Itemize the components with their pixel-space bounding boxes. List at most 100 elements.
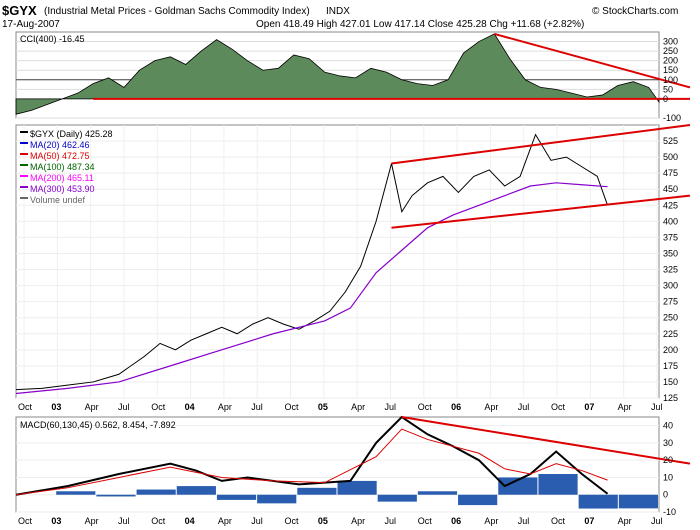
macd-histogram-bar	[216, 494, 257, 500]
price-tick-label: 475	[663, 168, 678, 178]
macd-histogram-bar	[56, 491, 96, 495]
price-x-label: Jul	[651, 402, 663, 412]
macd-x-label: 05	[318, 516, 328, 526]
cci-tick-label: 100	[663, 75, 678, 85]
macd-x-label: Apr	[484, 516, 498, 526]
macd-x-label: Apr	[351, 516, 365, 526]
cci-title: CCI(400) -16.45	[20, 34, 85, 44]
macd-x-label: 03	[51, 516, 61, 526]
macd-x-label: 04	[185, 516, 195, 526]
price-tick-label: 225	[663, 329, 678, 339]
macd-x-label: Apr	[218, 516, 232, 526]
cci-series	[15, 32, 691, 115]
macd-x-label: Oct	[551, 516, 566, 526]
legend-swatch	[20, 197, 28, 199]
macd-tick-label: 20	[663, 455, 673, 465]
price-x-label: Apr	[85, 402, 99, 412]
price-x-label: Jul	[384, 402, 396, 412]
price-x-label: 07	[584, 402, 594, 412]
macd-histogram-bar	[618, 494, 658, 509]
macd-x-label: Oct	[18, 516, 33, 526]
macd-x-label: Oct	[151, 516, 166, 526]
price-x-label: Oct	[418, 402, 433, 412]
price-line-$GYX	[15, 133, 609, 391]
price-panel	[15, 124, 660, 399]
macd-line-Signal	[15, 428, 608, 496]
macd-title: MACD(60,130,45) 0.562, 8.454, -7.892	[20, 420, 176, 430]
cci-area	[15, 33, 660, 115]
price-x-label: Oct	[151, 402, 166, 412]
macd-tick-label: 30	[663, 438, 673, 448]
macd-trendline	[401, 416, 691, 465]
macd-tick-label: -10	[663, 507, 676, 517]
macd-histogram-bar	[297, 487, 337, 495]
macd-x-label: Apr	[85, 516, 99, 526]
description: (Industrial Metal Prices - Goldman Sachs…	[44, 6, 310, 17]
cci-tick-label: 300	[663, 37, 678, 47]
price-tick-label: 125	[663, 393, 678, 403]
macd-histogram-bar	[538, 474, 578, 495]
gridlines	[16, 41, 659, 513]
price-x-label: Jul	[518, 402, 530, 412]
macd-x-label: Jul	[118, 516, 130, 526]
legend-swatch	[20, 164, 28, 166]
price-x-label: 05	[318, 402, 328, 412]
price-x-label: Jul	[251, 402, 263, 412]
price-x-label: Apr	[484, 402, 498, 412]
macd-histogram-bar	[136, 489, 176, 495]
ticker: $GYX	[2, 3, 37, 18]
legend-label: MA(200) 465.11	[30, 173, 94, 183]
price-tick-label: 450	[663, 184, 678, 194]
legend-swatch	[20, 153, 28, 155]
price-x-label: Apr	[618, 402, 632, 412]
macd-panel	[15, 416, 660, 513]
price-x-label: 04	[185, 402, 195, 412]
macd-histogram-bar	[337, 480, 377, 495]
macd-x-label: 06	[451, 516, 461, 526]
price-x-label: Apr	[218, 402, 232, 412]
legend-label: MA(300) 453.90	[30, 184, 95, 194]
legend-label: $GYX (Daily) 425.28	[30, 129, 113, 139]
quote: Open 418.49 High 427.01 Low 417.14 Close…	[256, 19, 584, 30]
price-tick-label: 500	[663, 152, 678, 162]
channel-lower	[391, 194, 691, 229]
legend-label: Volume undef	[30, 195, 86, 205]
price-tick-label: 275	[663, 297, 678, 307]
macd-x-label: Oct	[418, 516, 433, 526]
price-tick-label: 175	[663, 361, 678, 371]
legend-label: MA(50) 472.75	[30, 151, 90, 161]
cci-tick-label: -100	[663, 113, 681, 123]
price-x-label: Oct	[285, 402, 300, 412]
price-tick-label: 300	[663, 281, 678, 291]
macd-histogram-bar	[96, 494, 136, 497]
macd-x-label: 07	[584, 516, 594, 526]
macd-histogram-bar	[498, 477, 538, 495]
price-x-label: Oct	[18, 402, 33, 412]
price-tick-label: 350	[663, 248, 678, 258]
channel-upper	[391, 124, 691, 165]
date: 17-Aug-2007	[2, 19, 60, 30]
watermark: © StockCharts.com	[592, 6, 678, 17]
macd-x-label: Jul	[518, 516, 530, 526]
price-x-label: 03	[51, 402, 61, 412]
macd-series	[15, 415, 691, 509]
macd-histogram-bar	[578, 494, 618, 509]
cci-trendline	[494, 32, 691, 89]
cci-tick-label: 50	[663, 84, 673, 94]
price-x-label: Oct	[551, 402, 566, 412]
cci-tick-label: 0	[663, 94, 668, 104]
macd-tick-label: 40	[663, 421, 673, 431]
price-x-label: Apr	[351, 402, 365, 412]
price-tick-label: 150	[663, 377, 678, 387]
macd-x-label: Oct	[285, 516, 300, 526]
legend-swatch	[20, 186, 28, 188]
legend-label: MA(100) 487.34	[30, 162, 95, 172]
price-tick-label: 525	[663, 136, 678, 146]
macd-histogram-bar	[417, 491, 458, 495]
legend-swatch	[20, 175, 28, 177]
legend-swatch	[20, 131, 28, 133]
price-tick-label: 400	[663, 216, 678, 226]
